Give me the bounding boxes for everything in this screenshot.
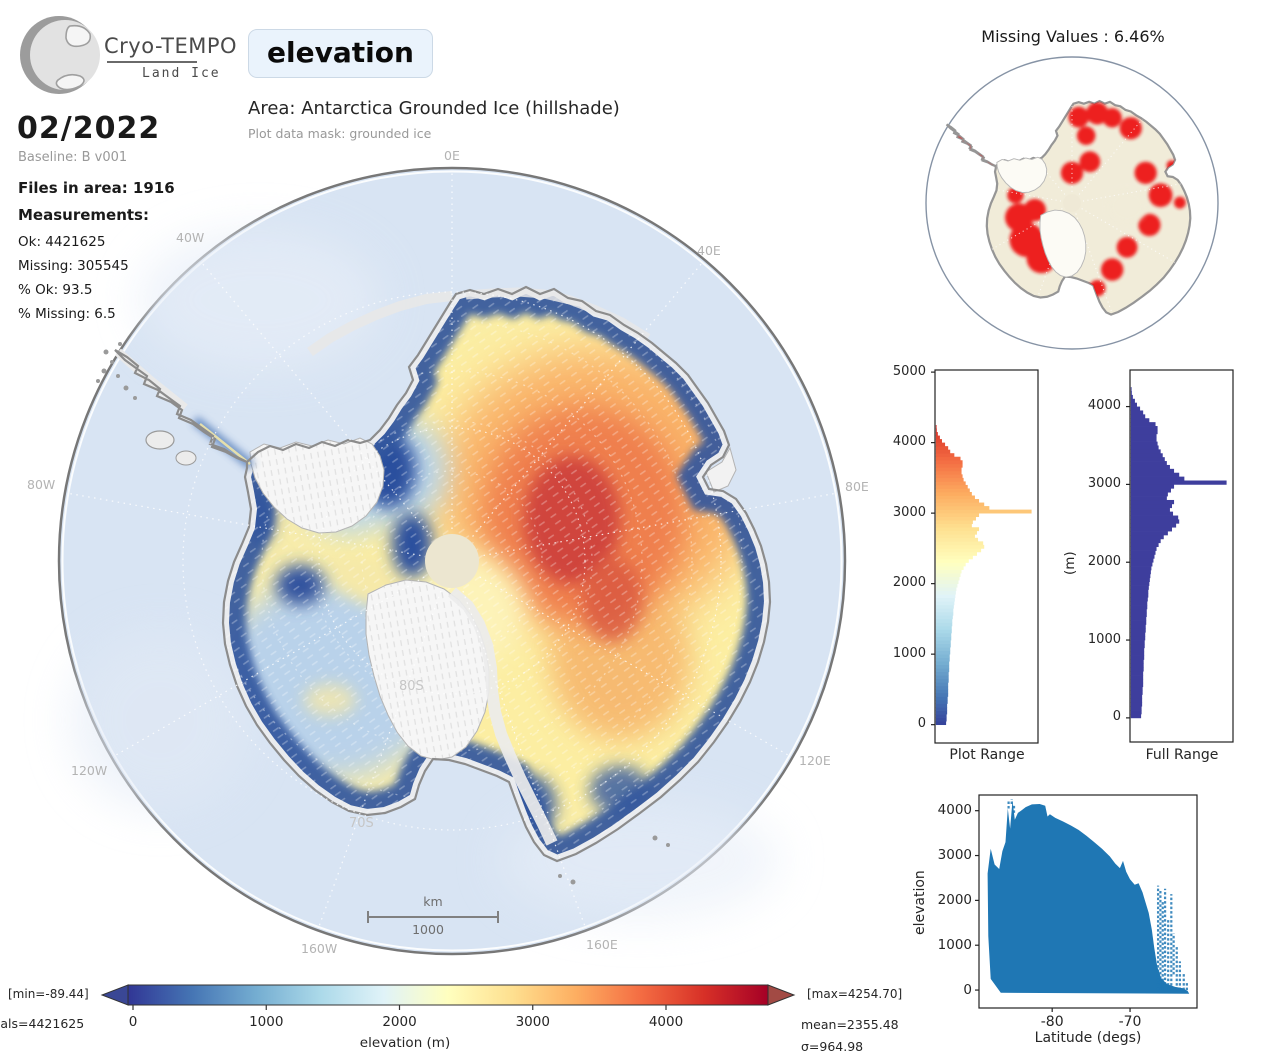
variable-badge: elevation	[248, 29, 433, 78]
graticule-label: 80E	[845, 479, 869, 494]
measurement-stat: % Missing: 6.5	[18, 306, 116, 322]
graticule-label: 40E	[697, 243, 721, 258]
axes	[931, 369, 1234, 1012]
scatter-ylabel: elevation	[912, 870, 928, 935]
colorbar-tick: 2000	[382, 1014, 417, 1030]
measurement-stat: % Ok: 93.5	[18, 282, 93, 298]
plot-range-histogram-bars	[935, 424, 1032, 726]
colorbar-tick: 0	[128, 1014, 138, 1030]
period-title: 02/2022	[17, 111, 161, 146]
colorbar-vals-label: vals=4421625	[0, 1016, 85, 1031]
colorbar-axis-label: elevation (m)	[359, 1035, 451, 1051]
graticule-label: 160E	[586, 937, 618, 952]
files-in-area: Files in area: 1916	[18, 179, 175, 197]
hist-tick-label: 1000	[1087, 631, 1121, 647]
pole-hole	[425, 534, 479, 588]
hist-tick-label: 3000	[1087, 475, 1121, 491]
scatter-xtick: -80	[1040, 1014, 1064, 1030]
logo-subtitle: Land Ice	[142, 66, 221, 81]
scatter-ytick: 1000	[937, 936, 972, 953]
colorbar-min-label: [min=-89.44]	[8, 987, 89, 1001]
colorbar-sigma-label: σ=964.98	[801, 1039, 864, 1054]
colorbar-tick: 3000	[515, 1014, 550, 1030]
scale-bar	[367, 911, 499, 923]
hist-tick-label: 3000	[892, 504, 926, 520]
islands	[96, 342, 670, 885]
plot-range-title: Plot Range	[949, 747, 1025, 763]
hist-tick-label: 5000	[892, 363, 926, 379]
colorbar	[100, 984, 796, 1010]
scatter-points	[987, 799, 1190, 994]
scalebar-value: 1000	[412, 922, 444, 937]
parallel-label: 80S	[399, 679, 424, 694]
hist-tick-label: 0	[917, 716, 926, 732]
logo-globe-icon	[20, 16, 100, 94]
hist-tick-label: 2000	[892, 575, 926, 591]
logo-title: Cryo-TEMPO	[104, 34, 238, 58]
map-area-title: Area: Antarctica Grounded Ice (hillshade…	[248, 98, 620, 119]
colorbar-max-label: [max=4254.70]	[807, 987, 903, 1001]
colorbar-mean-label: mean=2355.48	[801, 1017, 899, 1032]
graticule-label: 120E	[799, 753, 831, 768]
hist-tick-label: 4000	[892, 434, 926, 450]
scatter-xtick: -70	[1118, 1014, 1142, 1030]
parallel-label: 70S	[349, 816, 374, 831]
graticule-label: 120W	[71, 763, 108, 778]
scalebar-unit: km	[423, 894, 443, 909]
measurements-title: Measurements:	[18, 206, 149, 224]
hist-tick-label: 0	[1112, 709, 1121, 725]
logo-rule	[107, 61, 197, 63]
full-range-histogram-bars	[1130, 387, 1227, 719]
main-map	[57, 166, 847, 956]
hist-tick-label: 1000	[892, 645, 926, 661]
cryo-tempo-logo	[18, 14, 102, 98]
scatter-ytick: 2000	[937, 891, 972, 908]
full-range-ylabel: (m)	[1062, 551, 1078, 575]
measurement-stat: Ok: 4421625	[18, 234, 106, 250]
scatter-ytick: 4000	[937, 802, 972, 819]
colorbar-tick: 1000	[249, 1014, 284, 1030]
graticule-label: 40W	[176, 230, 205, 245]
missing-values-title: Missing Values : 6.46%	[981, 27, 1165, 46]
scatter-xlabel: Latitude (degs)	[1034, 1030, 1142, 1046]
hist-tick-label: 2000	[1087, 553, 1121, 569]
measurement-stat: Missing: 305545	[18, 258, 129, 274]
graticule-label: 0E	[444, 148, 460, 163]
graticule-label: 160W	[301, 941, 338, 956]
colorbar-tick: 4000	[648, 1014, 684, 1030]
missing-values-map	[925, 56, 1219, 350]
hist-tick-label: 4000	[1087, 398, 1121, 414]
graticule-label: 80W	[27, 477, 56, 492]
scatter-ytick: 3000	[937, 847, 972, 864]
baseline-label: Baseline: B v001	[18, 150, 128, 165]
map-mask-subtitle: Plot data mask: grounded ice	[248, 126, 432, 141]
scatter-ytick: 0	[963, 981, 972, 998]
full-range-title: Full Range	[1145, 747, 1219, 763]
